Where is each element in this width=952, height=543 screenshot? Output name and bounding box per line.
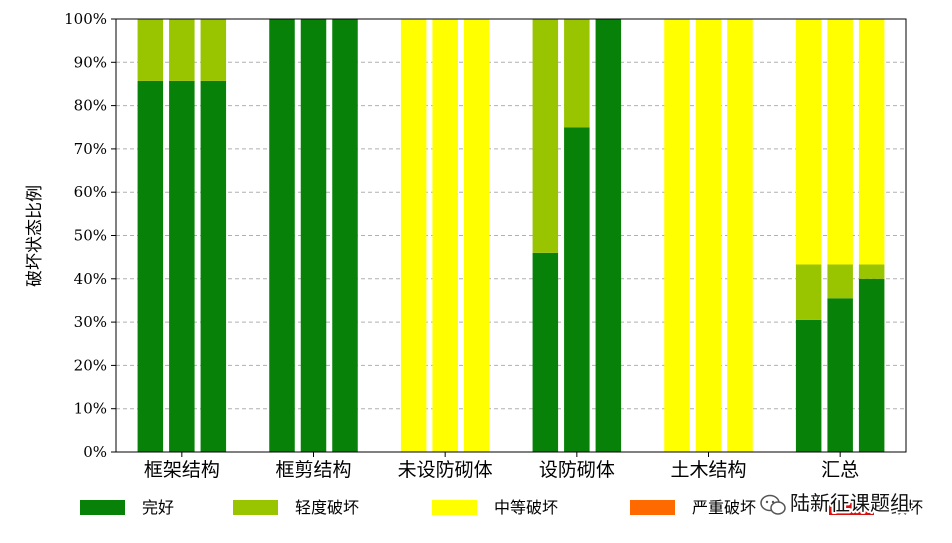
x-tick-label: 汇总 xyxy=(821,459,859,481)
bar-segment xyxy=(269,19,295,452)
watermark-text-halo: 陆新征课题组 xyxy=(790,491,910,515)
bar-segment xyxy=(795,264,822,320)
bar-segment xyxy=(432,19,458,452)
bars xyxy=(137,19,885,452)
bar-segment xyxy=(332,19,358,452)
bar-segment xyxy=(137,80,164,452)
y-tick-label: 40% xyxy=(74,270,107,288)
bar-segment xyxy=(169,19,195,81)
legend-label: 轻度破坏 xyxy=(295,498,359,517)
wechat-icon xyxy=(760,494,786,515)
y-axis: 0% 10% 20% 30% 40% 50% 60% 70% 80% 90% 100% xyxy=(64,10,116,461)
legend-item: 严重破坏 xyxy=(630,498,756,517)
legend-swatch xyxy=(80,500,125,515)
y-tick-label: 60% xyxy=(74,183,107,201)
bar-segment xyxy=(532,19,559,253)
bar-segment xyxy=(200,80,227,452)
bar-segment xyxy=(400,19,427,452)
y-tick-label: 10% xyxy=(74,400,107,418)
legend-swatch xyxy=(233,500,278,515)
legend-swatch xyxy=(630,500,675,515)
bar-segment xyxy=(169,80,195,452)
bar-segment xyxy=(564,127,590,452)
bar-segment xyxy=(795,19,822,265)
legend-item: 完好 xyxy=(80,498,174,517)
legend-label: 完好 xyxy=(142,498,174,517)
bar-segment xyxy=(695,19,722,452)
legend-item: 毁坏 xyxy=(829,498,923,517)
y-tick-label: 50% xyxy=(74,227,107,245)
x-tick-label: 框剪结构 xyxy=(275,459,351,481)
y-tick-label: 80% xyxy=(74,97,107,115)
legend-label: 毁坏 xyxy=(891,498,923,517)
x-axis: 框架结构 框剪结构 未设防砌体 设防砌体 土木结构 汇总 xyxy=(144,452,859,481)
x-tick-label: 未设防砌体 xyxy=(398,459,493,481)
legend-swatch xyxy=(829,500,874,515)
bar-segment xyxy=(664,19,690,452)
bar-segment xyxy=(595,19,622,452)
x-tick-label: 设防砌体 xyxy=(539,459,615,481)
y-axis-label: 破坏状态比例 xyxy=(25,185,45,287)
legend-label: 中等破坏 xyxy=(494,498,558,517)
bar-segment xyxy=(300,19,327,452)
y-tick-label: 70% xyxy=(74,140,107,158)
legend-swatch xyxy=(432,500,477,515)
y-tick-label: 100% xyxy=(64,10,107,28)
x-tick-label: 框架结构 xyxy=(144,459,220,481)
bar-segment xyxy=(858,19,885,265)
y-tick-label: 20% xyxy=(74,356,107,374)
legend-item: 轻度破坏 xyxy=(233,498,359,517)
bar-segment xyxy=(827,298,853,452)
legend-label: 严重破坏 xyxy=(692,498,756,517)
bar-segment xyxy=(463,19,490,452)
bar-segment xyxy=(532,252,559,452)
grid-lines xyxy=(116,61,906,410)
bar-segment xyxy=(564,19,590,128)
bar-segment xyxy=(727,19,753,452)
bar-segment xyxy=(827,264,853,299)
bar-segment xyxy=(795,319,822,452)
legend-item: 中等破坏 xyxy=(432,498,558,517)
y-tick-label: 90% xyxy=(74,53,107,71)
bar-segment xyxy=(137,19,164,81)
x-tick-label: 土木结构 xyxy=(670,459,746,481)
legend: 完好 轻度破坏 中等破坏 严重破坏 毁坏 xyxy=(80,498,923,517)
bar-segment xyxy=(827,19,853,265)
y-tick-label: 30% xyxy=(74,313,107,331)
watermark: 陆新征课题组 陆新征课题组 xyxy=(760,489,912,517)
watermark-text: 陆新征课题组 xyxy=(790,491,910,515)
bar-segment xyxy=(858,264,885,279)
bar-segment xyxy=(858,278,885,452)
bar-segment xyxy=(200,19,227,81)
y-tick-label: 0% xyxy=(83,443,107,461)
